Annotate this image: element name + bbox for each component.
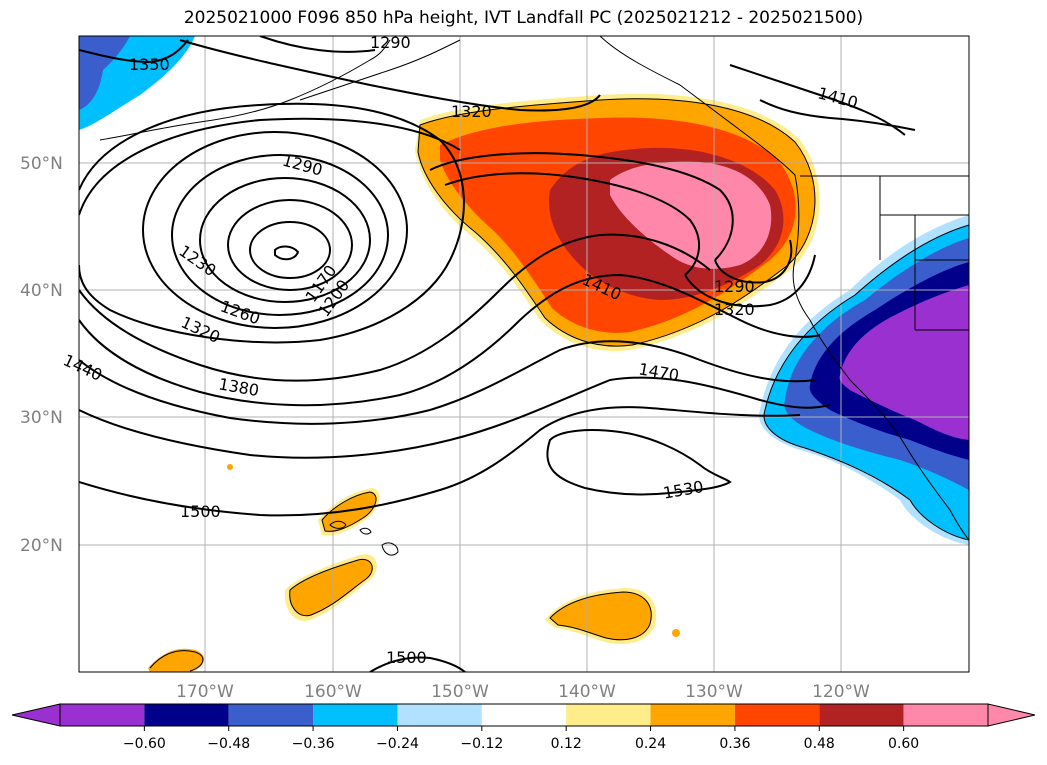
colorbar-extend-max: [987, 703, 1036, 727]
latitude-labels: 50°N 40°N 30°N 20°N: [20, 154, 63, 556]
contour-label: 1440: [60, 350, 105, 384]
colorbar-segment: [60, 704, 145, 726]
contour-1320-a: [79, 102, 465, 344]
contour-label: 1410: [816, 83, 860, 112]
colorbar-segment: [397, 704, 482, 726]
contour-1170: [249, 221, 331, 279]
colorbar-segment: [144, 704, 229, 726]
lat-label: 30°N: [20, 408, 63, 428]
contour-1350: [79, 39, 189, 64]
contour-1230: [199, 177, 371, 303]
contour-label: 1350: [129, 55, 170, 74]
lon-label: 130°W: [685, 682, 743, 702]
pos-patch-outline-2: [289, 558, 373, 617]
height-contours: [79, 36, 916, 672]
contour-label: 1470: [637, 359, 680, 385]
plot-title: 2025021000 F096 850 hPa height, IVT Land…: [183, 8, 864, 28]
pos-patch-1b: [550, 592, 652, 640]
contour-1500-south: [369, 656, 466, 672]
contour-1500: [79, 406, 801, 517]
hawaii-2: [359, 527, 372, 535]
colorbar-tick-label: 0.60: [888, 736, 919, 752]
contour-1290: [142, 131, 408, 329]
colorbar: −0.60 −0.48 −0.36 −0.24 −0.12 0.12 0.24 0.36 0.4…: [11, 703, 1036, 752]
contour-label: 1320: [451, 102, 492, 121]
contour-1410-top: [729, 64, 906, 136]
contour-label: 1500: [180, 502, 221, 521]
contour-ridge-2: [444, 172, 701, 276]
contour-1320-north: [179, 39, 601, 112]
contour-label: 1290: [280, 151, 324, 180]
contour-label: 1530: [662, 477, 705, 503]
colorbar-tick-label: 0.24: [635, 736, 666, 752]
colorbar-border: [59, 703, 989, 727]
pos-patch-2b: [289, 559, 373, 616]
contour-1410-north: [759, 99, 916, 131]
lat-label: 40°N: [20, 281, 63, 301]
pos-patch-4: [148, 648, 205, 672]
lon-label: 140°W: [558, 682, 616, 702]
state-lines: [879, 176, 969, 331]
contour-label: 1500: [386, 648, 427, 667]
contour-1410: [79, 273, 821, 407]
colorbar-tick-label: −0.24: [376, 736, 419, 752]
colorbar-segment: [734, 704, 820, 726]
contour-1260: [171, 154, 389, 316]
colorbar-segment: [566, 704, 651, 726]
contour-1320-east: [684, 254, 816, 308]
contour-1530: [546, 429, 732, 496]
colorbar-segment: [650, 704, 735, 726]
contour-1470: [79, 376, 831, 459]
colorbar-segment: [228, 704, 314, 726]
hawaii-1: [329, 520, 347, 529]
contour-1200: [227, 199, 353, 291]
contour-1380: [79, 233, 711, 382]
pos-patch-outline-3: [321, 491, 377, 532]
colorbar-tick-label: −0.12: [460, 736, 503, 752]
contour-low-center: [274, 245, 300, 261]
contour-ridge-1: [429, 152, 734, 261]
coastlines: [99, 36, 969, 672]
contour-1440: [79, 340, 816, 425]
lon-label: 170°W: [176, 682, 234, 702]
colorbar-segment: [313, 704, 398, 726]
alaska-coast: [299, 39, 461, 101]
lon-label: 160°W: [304, 682, 362, 702]
lon-label: 120°W: [812, 682, 870, 702]
contour-1290-north: [259, 36, 376, 53]
lon-label: 150°W: [431, 682, 489, 702]
longitude-labels: 170°W 160°W 150°W 140°W 130°W 120°W: [176, 682, 870, 702]
contour-1350-a: [79, 117, 461, 216]
colorbar-tick-label: −0.48: [207, 736, 250, 752]
ivt-shading: [79, 36, 969, 672]
hawaii-3: [381, 542, 399, 556]
pos-patch-outline-4: [149, 650, 204, 672]
colorbar-tick-label: −0.36: [292, 736, 335, 752]
colorbar-segment: [481, 704, 567, 726]
aleutians: [99, 39, 391, 141]
contour-1290-east: [714, 239, 793, 284]
colorbar-tick-label: 0.48: [804, 736, 835, 752]
contour-label: 1290: [370, 33, 411, 52]
colorbar-tick-label: −0.60: [123, 736, 166, 752]
colorbar-segment: [819, 704, 904, 726]
lat-label: 20°N: [20, 536, 63, 556]
neg-main-outline: [763, 224, 969, 541]
map-frame: [78, 35, 970, 673]
lat-label: 50°N: [20, 154, 63, 174]
neg-shade-0.60: [839, 285, 969, 440]
colorbar-segment: [903, 704, 988, 726]
contour-label: 1320: [714, 300, 755, 319]
colorbar-extend-min: [11, 703, 61, 727]
contour-label: 1290: [714, 277, 755, 296]
colorbar-tick-label: 0.12: [551, 736, 582, 752]
pos-patch-outline-1: [549, 591, 652, 641]
colorbar-tick-label: 0.36: [719, 736, 750, 752]
neg-shade-nw3: [79, 40, 103, 110]
pos-shade-0.60: [610, 161, 772, 269]
